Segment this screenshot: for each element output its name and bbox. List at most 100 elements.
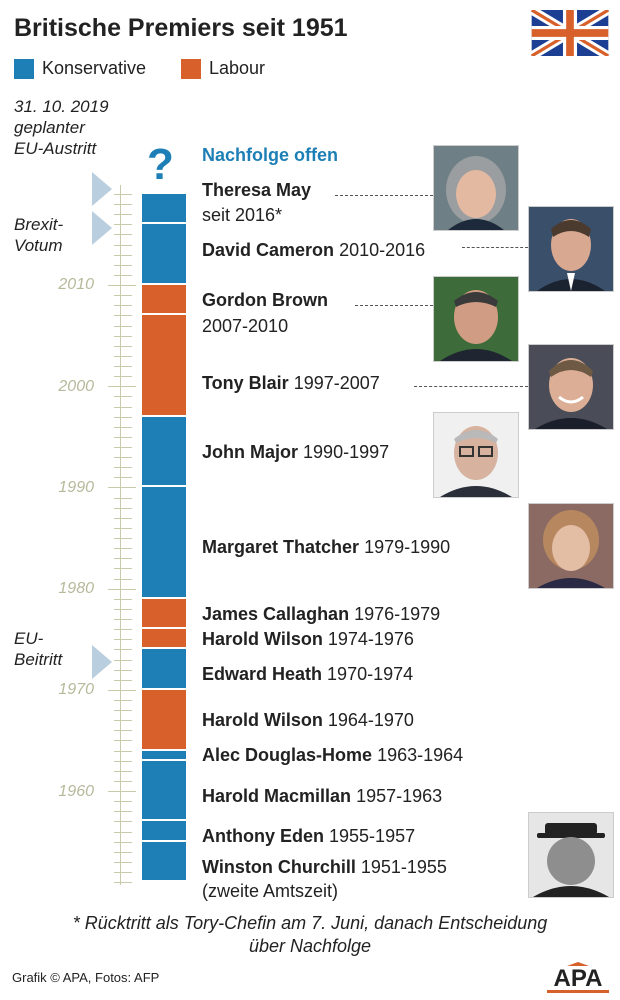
axis-tick [114,780,132,782]
axis-tick [114,861,132,863]
timeline-segment-3 [142,315,186,415]
photo-tony-blair [528,344,614,430]
axis-tick [108,689,136,691]
axis-tick [114,750,132,752]
photo-john-major [433,412,519,498]
timeline-segment-5 [142,487,186,597]
question-mark: ? [147,140,174,189]
axis-tick [114,811,132,813]
leader-line-tony-blair [414,386,528,387]
axis-tick [114,700,132,701]
pm-label-theresa-may: Theresa May [202,180,311,201]
axis-tick [114,740,132,742]
axis-tick [114,345,132,347]
axis-tick [114,619,132,621]
timeline-segment-1 [142,224,186,284]
axis-tick [114,730,132,732]
legend-swatch-labour [181,58,201,79]
year-label-1960: 1960 [58,783,94,800]
pm-label-david-cameron: David Cameron 2010-2016 [202,240,425,261]
pm-name: Theresa May [202,180,312,200]
pm-name: Harold Wilson [202,629,323,649]
axis-tick [114,254,132,256]
side-note-line: EU-Austritt [14,139,97,158]
axis-tick [114,517,132,519]
axis-tick [114,315,132,317]
axis-tick [114,497,132,499]
axis-tick [114,436,132,438]
axis-tick [114,335,132,337]
year-label-1980: 1980 [58,580,94,597]
axis-tick [114,224,132,226]
churchill-note: (zweite Amtszeit) [202,881,339,901]
photo-theresa-may [433,145,519,231]
footnote-line: über Nachfolge [248,936,372,956]
axis-tick [114,295,132,297]
pm-label-john-major: John Major 1990-1997 [202,442,389,463]
eu-exit-marker [92,172,112,206]
axis-tick [114,416,132,418]
pm-label-james-callaghan: James Callaghan 1976-1979 [202,604,440,625]
timeline-segment-7 [142,629,186,648]
successor-label: Nachfolge offen [202,145,339,165]
axis-tick [114,669,132,671]
eu-join-marker [92,645,112,679]
pm-label-harold-wilson-2: Harold Wilson 1974-1976 [202,629,414,650]
side-note-line: 31. 10. 2019 [14,97,109,116]
axis-tick [108,285,136,287]
photo-winston-churchill [528,812,614,898]
side-note-line: Beitritt [14,650,63,669]
pm-label-anthony-eden: Anthony Eden 1955-1957 [202,826,415,847]
pm-years: 1963-1964 [377,745,464,765]
pm-name: Harold Macmillan [202,786,352,806]
pm-label-harold-macmillan: Harold Macmillan 1957-1963 [202,786,442,807]
legend-label-konservative: Konservative [42,58,147,78]
axis-tick [114,770,132,772]
axis-tick [114,720,132,722]
axis-tick [114,204,132,206]
axis-tick [114,214,132,216]
side-note-line: Brexit- [14,215,64,234]
pm-label-margaret-thatcher: Margaret Thatcher 1979-1990 [202,537,450,558]
year-label-1990: 1990 [58,479,94,496]
axis-tick [114,851,132,853]
axis-tick [114,477,132,479]
axis-tick [114,578,132,580]
pm-label-alec-douglas-home: Alec Douglas-Home 1963-1964 [202,745,463,766]
axis-tick [108,386,136,388]
side-note-line: geplanter [14,118,85,137]
pm-name: Edward Heath [202,664,323,684]
axis-tick [114,305,132,307]
axis-tick [114,679,132,681]
pm-years: 1974-1976 [327,629,414,649]
axis-tick [108,791,136,793]
side-note-eu-exit: 31. 10. 2019 geplanter EU-Austritt [14,96,109,159]
axis-tick [114,598,132,600]
pm-years: 1990-1997 [303,442,390,462]
axis-tick [114,801,132,803]
axis-tick [108,588,136,590]
year-label-2010: 2010 [58,276,94,293]
timeline-segment-4 [142,416,186,486]
axis-tick [114,355,132,357]
pm-years-gordon-brown: 2007-2010 [202,316,289,336]
pm-years: 1976-1979 [354,604,441,624]
footnote: * Rücktritt als Tory-Chefin am 7. Juni, … [20,912,600,958]
union-jack-flag-icon [531,10,609,56]
axis-tick [114,426,132,428]
pm-years: 1964-1970 [327,710,414,730]
axis-tick [114,274,132,276]
year-axis-line [120,185,121,885]
pm-years: 1997-2007 [293,373,380,393]
axis-tick [114,406,132,408]
axis-tick [114,831,132,833]
timeline-segment-12 [142,821,186,840]
axis-tick [108,487,136,489]
legend-label-labour: Labour [209,58,266,78]
axis-tick [114,467,132,469]
timeline-segment-11 [142,760,186,820]
apa-logo-icon: APA [547,962,609,993]
pm-years: 1951-1955 [360,857,447,877]
pm-name: Harold Wilson [202,710,323,730]
leader-line-theresa-may [335,195,433,196]
